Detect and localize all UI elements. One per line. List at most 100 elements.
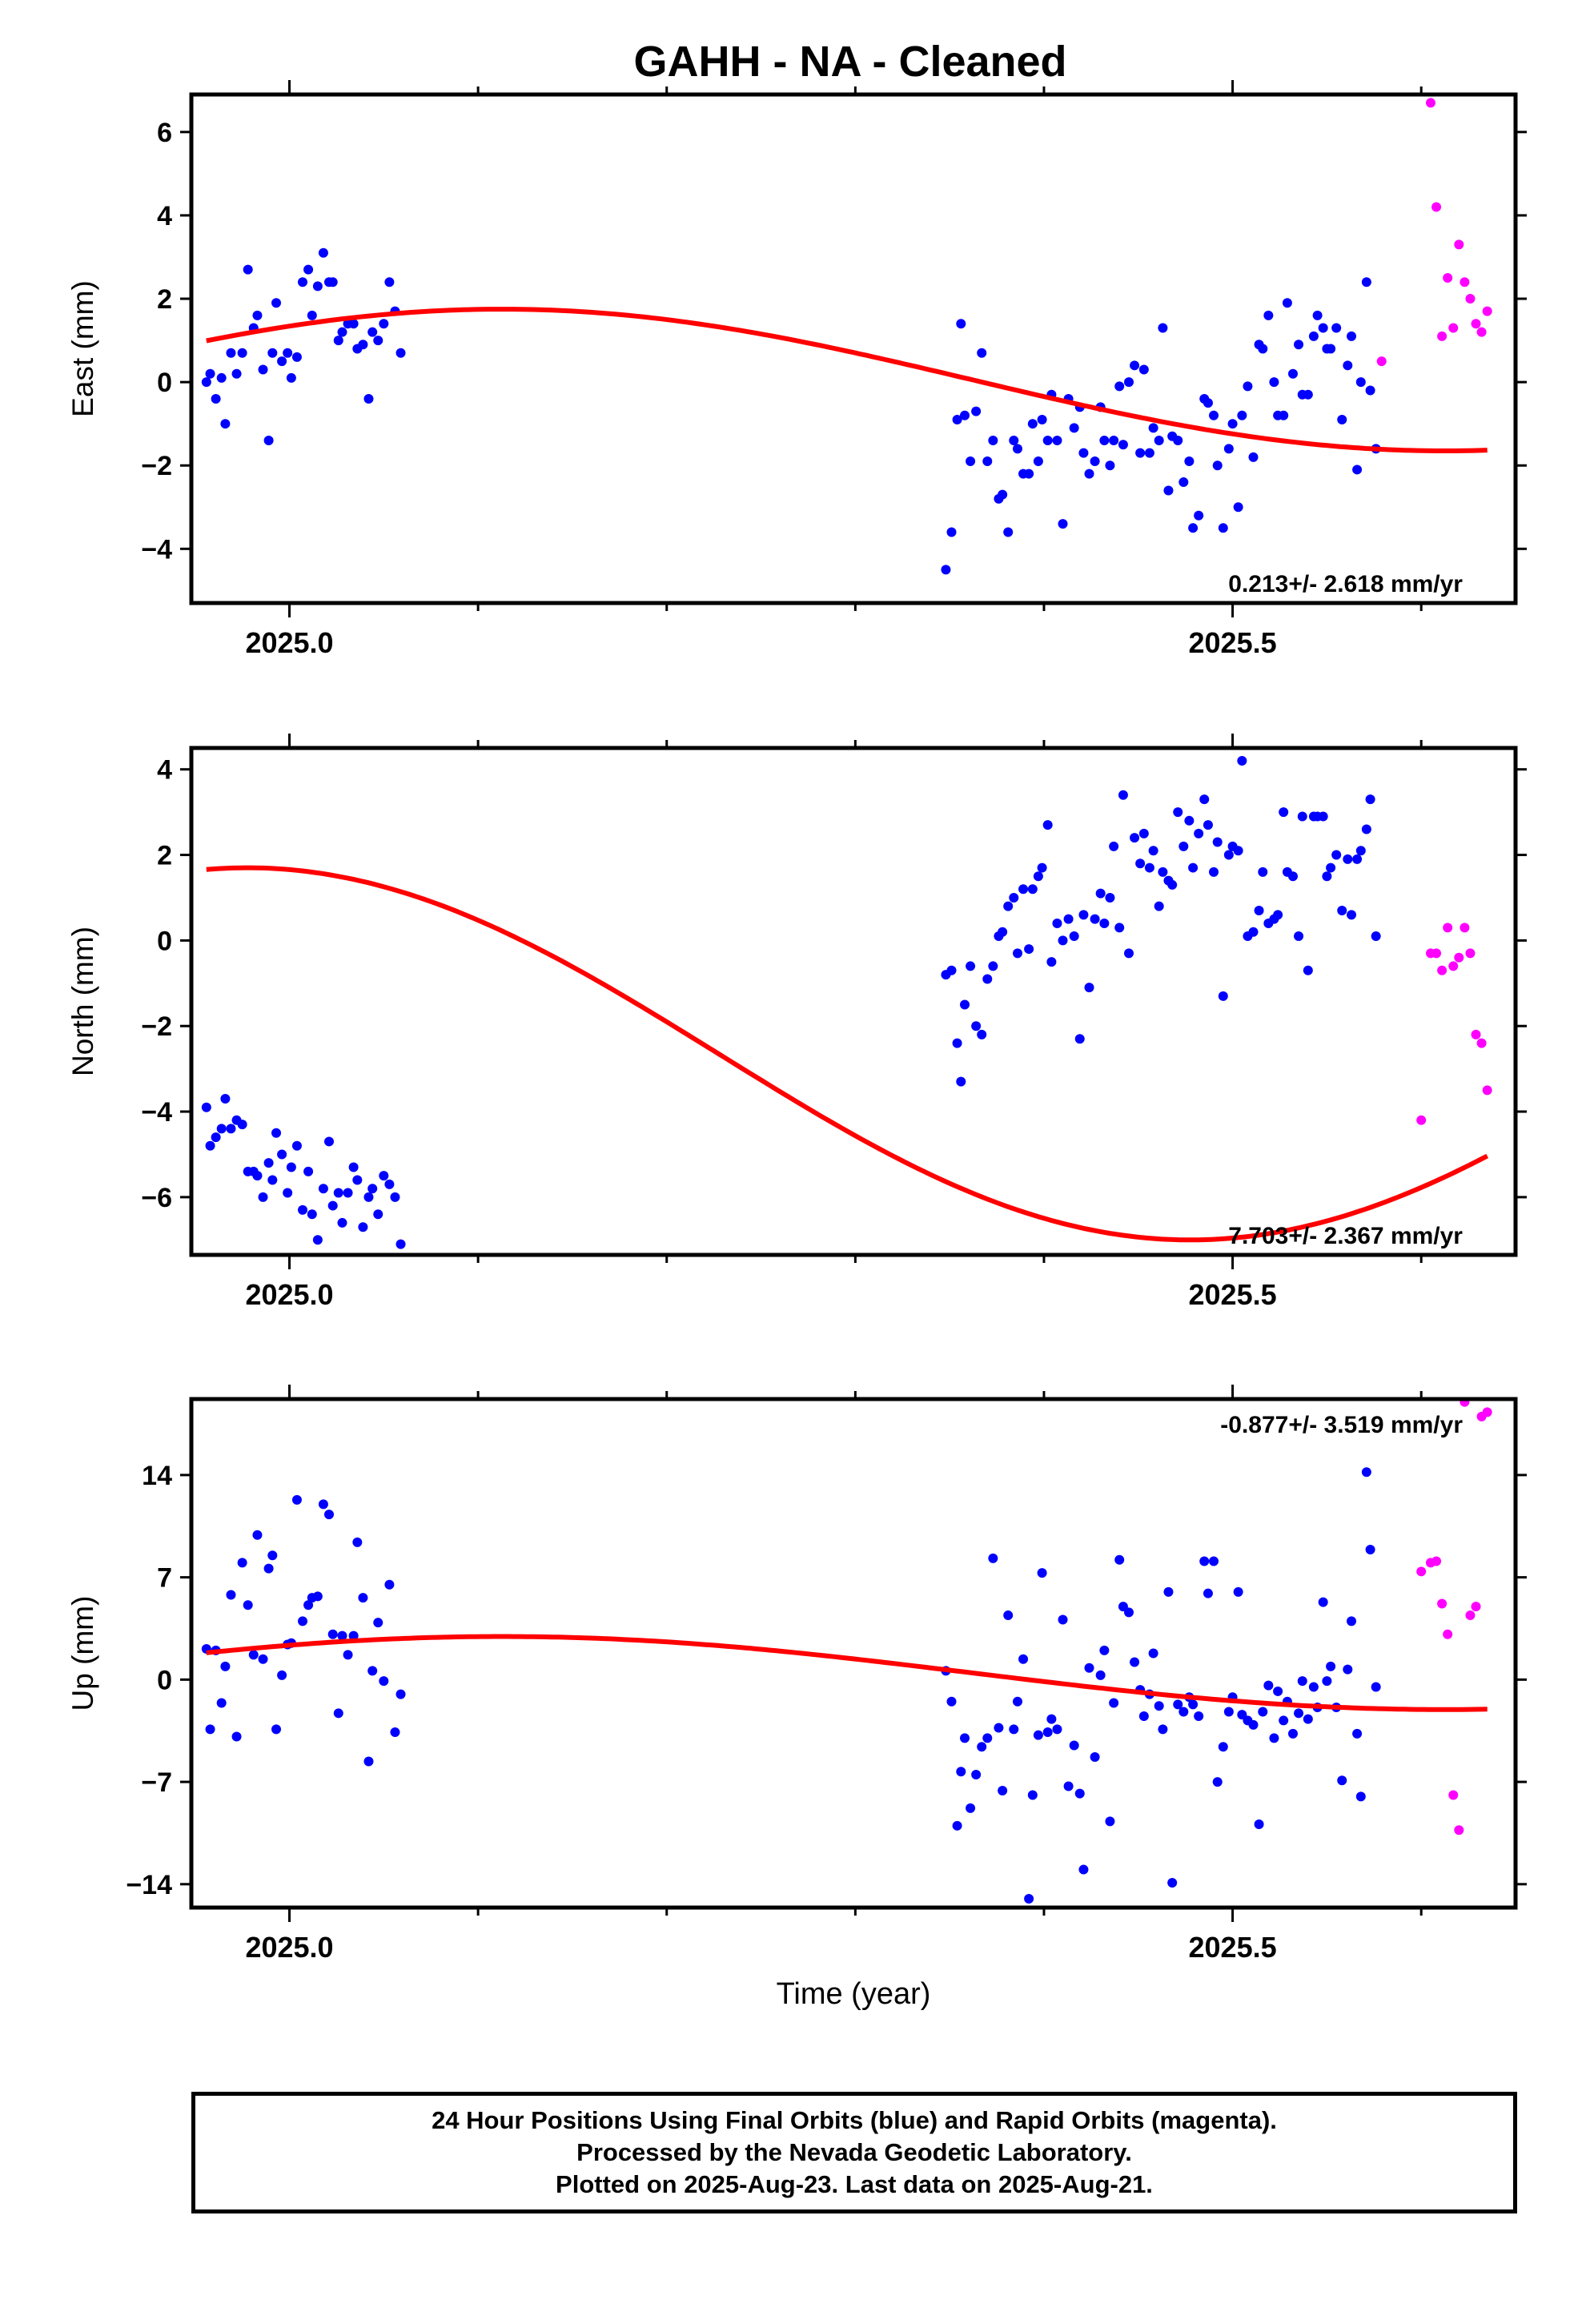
final-orbit-point <box>1343 360 1353 371</box>
rapid-orbit-point <box>1465 1610 1476 1621</box>
final-orbit-point <box>390 1727 400 1738</box>
model-curve <box>206 865 1489 1243</box>
x-tick-label: 2025.0 <box>245 1931 333 1964</box>
final-orbit-point <box>1099 1645 1110 1655</box>
rapid-orbit-point <box>1448 323 1459 333</box>
final-orbit-point <box>960 1733 970 1743</box>
final-orbit-point <box>263 436 274 446</box>
final-orbit-point <box>1130 1657 1140 1667</box>
final-orbit-point <box>358 1222 368 1232</box>
model-curve <box>206 1634 1488 1712</box>
x-axis-title: Time (year) <box>777 1977 931 2011</box>
final-orbit-point <box>1237 756 1247 766</box>
final-orbit-point <box>1184 815 1195 826</box>
final-orbit-point <box>1194 510 1204 521</box>
y-tick-label: −7 <box>141 1767 172 1798</box>
final-orbit-point <box>205 368 215 379</box>
final-orbit-point <box>1178 841 1189 851</box>
final-orbit-point <box>243 264 253 275</box>
final-orbit-point <box>1209 410 1219 420</box>
final-orbit-point <box>1218 991 1228 1001</box>
final-orbit-point <box>271 1724 282 1735</box>
final-orbit-point <box>307 1209 317 1220</box>
final-orbit-point <box>1355 377 1366 388</box>
final-orbit-point <box>1258 1707 1268 1717</box>
final-orbit-point <box>237 1120 247 1130</box>
final-orbit-point <box>1167 879 1178 890</box>
final-orbit-point <box>1109 436 1119 446</box>
final-orbit-point <box>1123 1607 1134 1618</box>
rapid-orbit-point <box>1431 948 1442 959</box>
y-tick-label: −4 <box>141 1097 172 1128</box>
final-orbit-point <box>1343 854 1353 864</box>
final-orbit-point <box>1337 905 1347 915</box>
final-orbit-point <box>1167 1877 1178 1888</box>
y-tick-label: 0 <box>157 1665 172 1695</box>
final-orbit-point <box>1114 923 1125 933</box>
final-orbit-point <box>1009 892 1019 903</box>
rapid-orbit-point <box>1476 1038 1487 1048</box>
final-orbit-point <box>312 1235 323 1245</box>
final-orbit-point <box>1173 1699 1183 1710</box>
final-orbit-point <box>312 1591 323 1602</box>
final-orbit-point <box>1114 381 1125 392</box>
final-orbit-point <box>1009 436 1019 446</box>
final-orbit-point <box>1046 957 1057 967</box>
final-orbit-point <box>333 1188 343 1198</box>
final-orbit-point <box>956 1076 966 1087</box>
final-orbit-point <box>384 277 395 287</box>
y-axis-label: North (mm) <box>66 927 99 1076</box>
final-orbit-point <box>1118 790 1128 800</box>
final-orbit-point <box>1074 1788 1085 1799</box>
final-orbit-point <box>1144 448 1154 458</box>
final-orbit-point <box>1109 1698 1119 1708</box>
final-orbit-point <box>1297 811 1307 822</box>
final-orbit-point <box>1279 1715 1289 1726</box>
footer-box: 24 Hour Positions Using Final Orbits (bl… <box>191 2092 1517 2213</box>
final-orbit-point <box>1003 527 1014 537</box>
final-orbit-point <box>1084 1663 1094 1673</box>
final-orbit-point <box>1078 448 1089 458</box>
final-orbit-point <box>1090 1752 1100 1763</box>
rapid-orbit-point <box>1416 1115 1427 1125</box>
final-orbit-point <box>946 527 957 537</box>
final-orbit-point <box>343 1650 353 1660</box>
final-orbit-point <box>1209 1556 1219 1566</box>
y-tick-label: −2 <box>141 1011 172 1042</box>
final-orbit-point <box>1037 862 1047 873</box>
final-orbit-point <box>1294 931 1304 942</box>
y-axis-label: Up (mm) <box>66 1596 99 1711</box>
rapid-orbit-point <box>1460 277 1470 287</box>
final-orbit-point <box>994 1723 1004 1733</box>
final-orbit-point <box>318 1499 328 1510</box>
final-orbit-point <box>1223 444 1234 454</box>
final-orbit-point <box>1148 846 1158 856</box>
rapid-orbit-point <box>1465 948 1476 959</box>
final-orbit-point <box>960 999 970 1010</box>
final-orbit-point <box>1105 1816 1115 1827</box>
final-orbit-point <box>248 1650 259 1660</box>
final-orbit-point <box>1154 1701 1164 1711</box>
final-orbit-point <box>226 1590 236 1600</box>
model-curve <box>206 307 1488 453</box>
panel-frame <box>189 92 1518 605</box>
final-orbit-point <box>1347 331 1357 341</box>
final-orbit-point <box>267 1175 278 1185</box>
final-orbit-point <box>1058 519 1068 529</box>
rapid-orbit-point <box>1482 1085 1492 1096</box>
footer-line-3: Plotted on 2025-Aug-23. Last data on 202… <box>556 2170 1153 2198</box>
plot-area <box>201 756 1492 1249</box>
final-orbit-point <box>271 298 282 308</box>
final-orbit-point <box>1069 931 1079 942</box>
final-orbit-point <box>1352 854 1363 864</box>
final-orbit-point <box>988 961 998 971</box>
rate-annotation: -0.877+/- 3.519 mm/yr <box>1220 1412 1463 1438</box>
final-orbit-point <box>988 1553 998 1563</box>
final-orbit-point <box>1069 423 1079 433</box>
y-tick-label: 7 <box>157 1563 172 1594</box>
final-orbit-point <box>941 565 951 575</box>
final-orbit-point <box>1303 1714 1313 1724</box>
final-orbit-point <box>312 281 323 292</box>
final-orbit-point <box>971 1021 982 1031</box>
final-orbit-point <box>1218 523 1228 533</box>
